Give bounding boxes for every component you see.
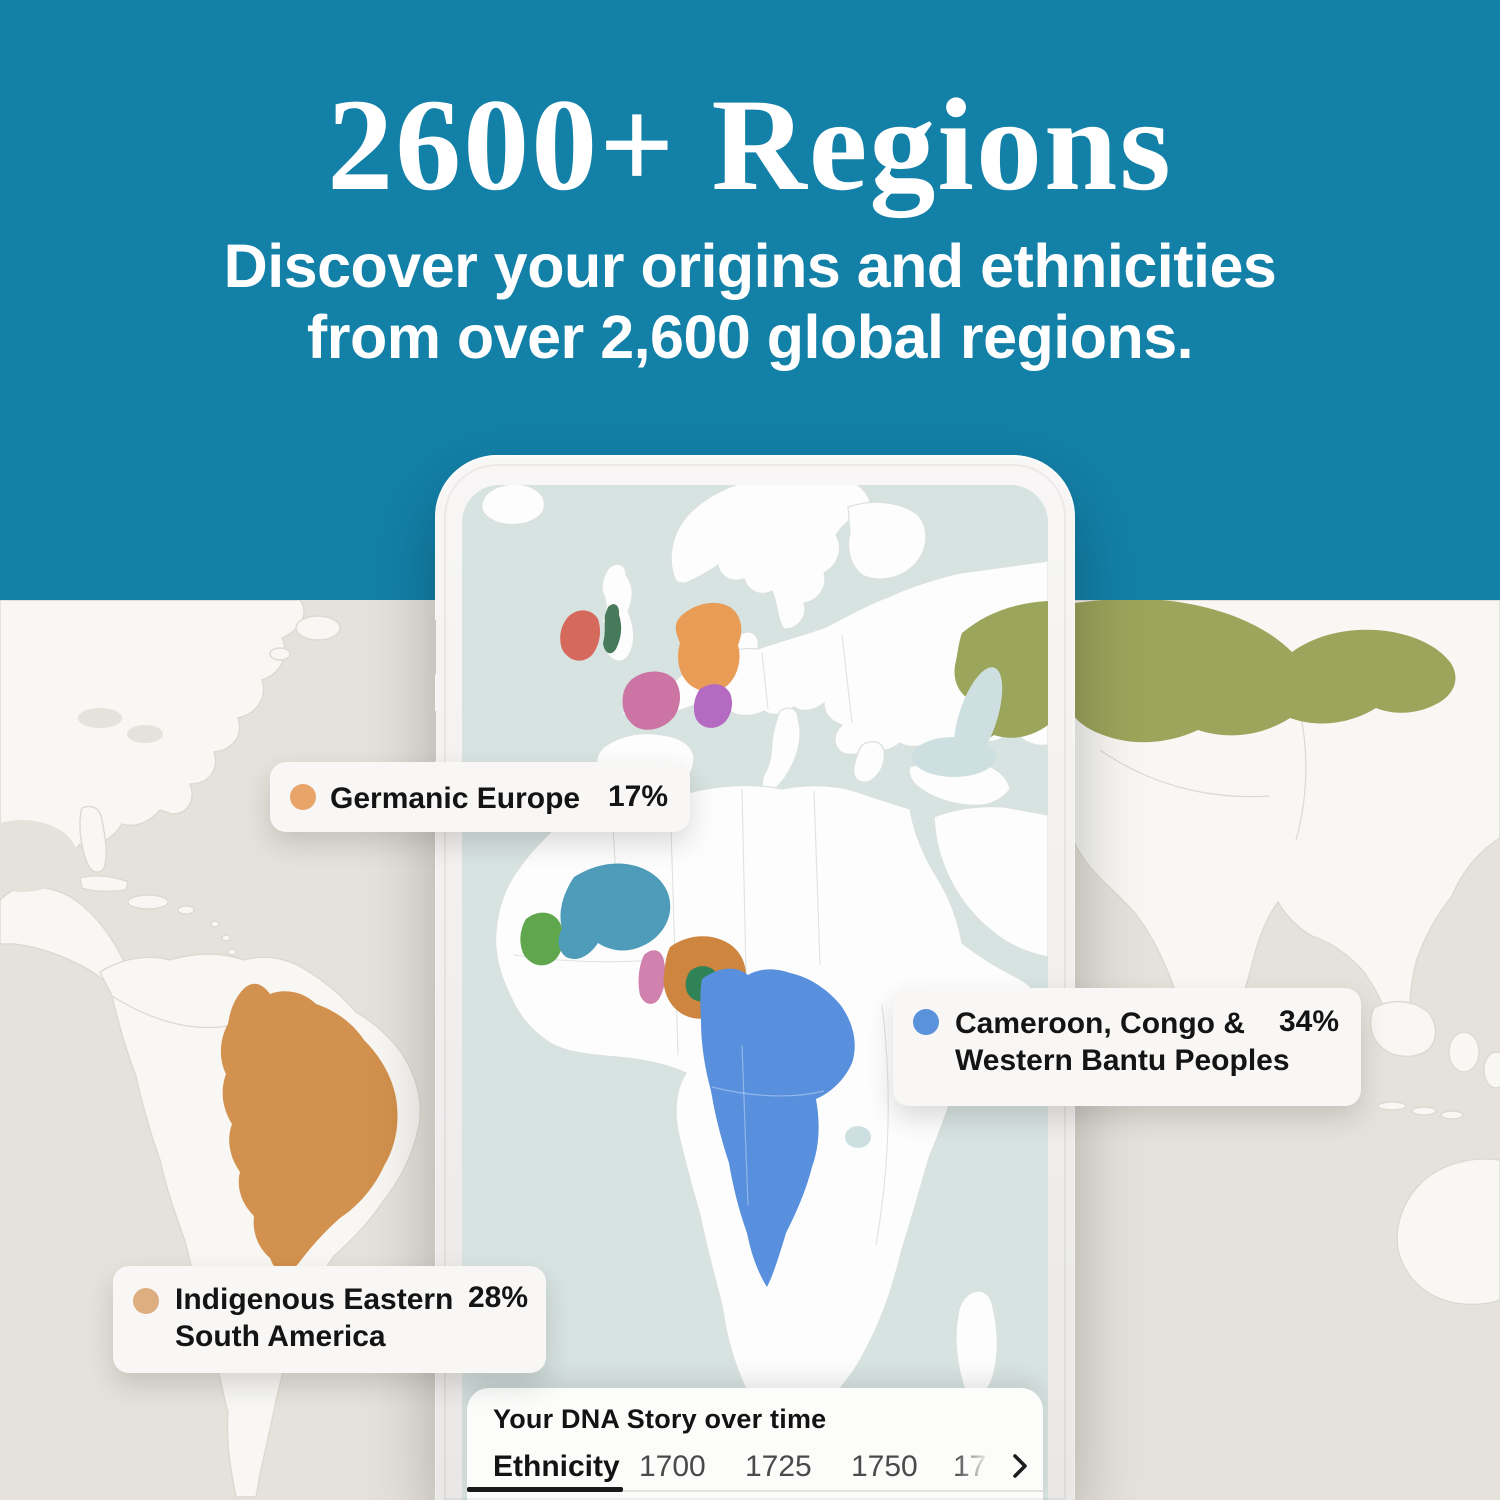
lake-great-lakes-1 <box>78 708 122 728</box>
chip-label-line-1: Germanic Europe <box>330 782 581 815</box>
tabs-divider <box>623 1490 1043 1492</box>
tab-ethnicity[interactable]: Ethnicity <box>493 1450 620 1483</box>
bottom-sheet-title: Your DNA Story over time <box>493 1404 827 1434</box>
tab-1700[interactable]: 1700 <box>639 1450 706 1483</box>
border-line-sa-1 <box>111 995 229 1029</box>
chip-percent: 28% <box>467 1281 528 1314</box>
subtitle: Discover your origins and ethnicities fr… <box>0 231 1500 373</box>
island-newfoundland <box>295 615 341 641</box>
chip-label: Germanic Europe <box>330 780 580 817</box>
phone-volume-button-down <box>429 711 436 761</box>
dna-story-bottom-sheet: Your DNA Story over time Ethnicity 1700 … <box>467 1388 1043 1500</box>
overlay-britain[interactable] <box>603 604 622 654</box>
indigenous-south-america-dot-icon <box>133 1288 159 1314</box>
germanic-europe-dot-icon <box>290 784 316 810</box>
island-cuba <box>79 875 129 893</box>
land-arabia <box>933 805 1048 958</box>
land-iceland <box>481 485 545 526</box>
lake-victoria <box>845 1126 871 1148</box>
tab-1750[interactable]: 1750 <box>851 1450 918 1483</box>
chip-cameroon-congo[interactable]: Cameroon, Congo & Western Bantu Peoples … <box>893 988 1361 1106</box>
subtitle-line-1: Discover your origins and ethnicities <box>223 232 1277 301</box>
phone-mockup: Your DNA Story over time Ethnicity 1700 … <box>429 455 1075 1500</box>
overlay-ghana[interactable] <box>638 950 666 1004</box>
active-tab-underline <box>467 1487 623 1492</box>
overlay-ireland[interactable] <box>560 610 600 661</box>
border-sahara-2 <box>669 794 679 1056</box>
chip-label: Cameroon, Congo & Western Bantu Peoples <box>955 1005 1290 1079</box>
border-east-africa <box>875 1004 889 1246</box>
island-borneo <box>1369 1001 1437 1057</box>
chip-percent: 34% <box>1278 1005 1339 1038</box>
island-hispaniola <box>127 894 169 910</box>
chip-percent: 17% <box>607 780 668 813</box>
chip-label-line-1: Indigenous Eastern <box>175 1283 454 1316</box>
overlay-eastern-south-america[interactable] <box>220 983 398 1273</box>
gulf-of-mexico <box>0 820 77 892</box>
border-europe-2 <box>761 652 769 710</box>
border-sahara-4 <box>813 790 821 966</box>
border-line-asia-1 <box>1099 749 1271 798</box>
land-finland <box>847 501 927 580</box>
island-java-1 <box>1377 1101 1407 1111</box>
lake-great-lakes-2 <box>127 725 163 743</box>
overlay-central-asia-steppe[interactable] <box>1060 600 1456 743</box>
landmass-florida <box>79 805 107 873</box>
land-madagascar <box>955 1290 998 1396</box>
island-sulawesi <box>1448 1031 1480 1073</box>
border-europe-3 <box>841 634 853 724</box>
island-new-guinea <box>1483 1051 1500 1089</box>
chip-indigenous-eastern-south-america[interactable]: Indigenous Eastern South America 28% <box>113 1266 546 1373</box>
tab-1725[interactable]: 1725 <box>745 1450 812 1483</box>
chip-label: Indigenous Eastern South America <box>175 1281 453 1355</box>
cameroon-congo-dot-icon <box>913 1009 939 1035</box>
overlay-cameroon-congo[interactable] <box>700 968 855 1287</box>
overlay-italy[interactable] <box>693 684 732 728</box>
overlay-senegal[interactable] <box>520 912 564 966</box>
timeline-tabs: Ethnicity 1700 1725 1750 177 <box>467 1444 1043 1488</box>
landmass-australia <box>1396 1158 1500 1306</box>
island-lesser-sunda <box>1440 1110 1464 1120</box>
island-java-2 <box>1411 1106 1437 1116</box>
island-antilles-2 <box>221 934 231 942</box>
chip-label-line-1: Cameroon, Congo & <box>955 1007 1245 1040</box>
phone-screen: Your DNA Story over time Ethnicity 1700 … <box>462 485 1048 1500</box>
phone-volume-button-up <box>429 620 436 674</box>
sea-caspian <box>953 667 1003 767</box>
land-greece <box>853 741 885 783</box>
border-congo-1 <box>741 1044 749 1206</box>
island-antilles-3 <box>227 948 237 956</box>
chip-germanic-europe[interactable]: Germanic Europe 17% <box>270 762 690 832</box>
border-congo-2 <box>711 1086 825 1097</box>
overlay-germanic-europe[interactable] <box>675 602 742 692</box>
page-title: 2600+ Regions <box>327 71 1173 218</box>
subtitle-line-2: from over 2,600 global regions. <box>306 303 1194 372</box>
land-scandinavia <box>670 485 871 630</box>
tabs-fade <box>955 1444 1013 1488</box>
island-puerto-rico <box>177 905 195 915</box>
overlay-mali[interactable] <box>558 863 671 960</box>
chip-label-line-2: South America <box>175 1320 386 1353</box>
island-antilles-1 <box>210 920 220 928</box>
chevron-right-icon[interactable] <box>1011 1452 1029 1480</box>
island-small <box>269 647 291 661</box>
chip-label-line-2: Western Bantu Peoples <box>955 1044 1290 1077</box>
overlay-france[interactable] <box>622 671 681 730</box>
